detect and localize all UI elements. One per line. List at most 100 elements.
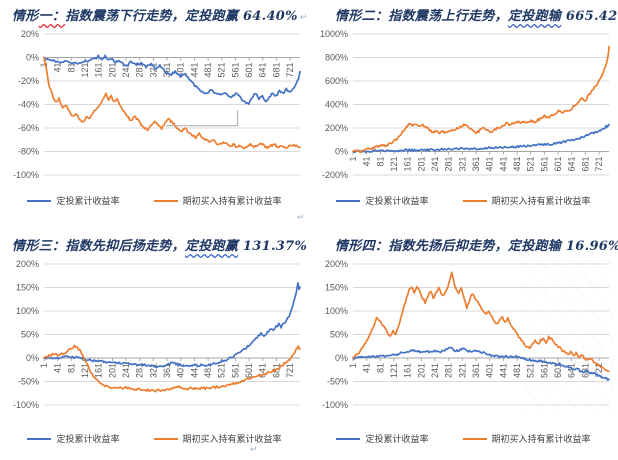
chart-panel-scenario-1: 情形一：指数震荡下行走势，定投跑赢 64.40% ↵ 20% 0% -20% -40% -… xyxy=(0,0,309,230)
title-segment: 665.42% xyxy=(565,9,618,24)
x-tick-label: 441 xyxy=(189,63,199,78)
x-tick-label: 121 xyxy=(389,363,399,378)
title-segment: 情形三：指数先抑后扬走势， xyxy=(12,239,185,254)
y-tick-label: 0% xyxy=(335,147,348,157)
x-tick-label: 641 xyxy=(567,363,577,378)
chart-panel-scenario-3: 情形三：指数先抑后扬走势，定投跑赢 131.37%↵ 200%150%100%5… xyxy=(0,230,309,460)
y-tick-label: -60% xyxy=(18,123,39,133)
x-tick-label: 161 xyxy=(94,63,104,78)
x-tick-label: 121 xyxy=(80,63,90,78)
y-tick-label: -50% xyxy=(18,377,39,387)
legend-item-buyhold: 期初买入持有累计收益率 xyxy=(153,194,282,207)
x-tick-label: 81 xyxy=(375,157,385,167)
legend-line-blue-icon xyxy=(336,437,361,440)
x-tick-label: 241 xyxy=(430,363,440,378)
x-tick-label: 521 xyxy=(217,63,227,78)
x-tick-label: 241 xyxy=(121,363,131,378)
x-tick-label: 281 xyxy=(135,363,145,378)
y-tick-label: 400% xyxy=(325,100,348,110)
chart-title: 情形三：指数先抑后扬走势，定投跑赢 131.37%↵ xyxy=(0,230,309,256)
x-tick-label: 721 xyxy=(285,63,295,78)
x-tick-label: 321 xyxy=(148,63,158,78)
legend-line-orange-icon xyxy=(153,199,178,202)
title-segment: 131.37% xyxy=(238,239,308,254)
legend-label-sip: 定投累计收益率 xyxy=(365,434,429,444)
x-tick-label: 481 xyxy=(512,363,522,378)
x-tick-label: 121 xyxy=(389,157,399,172)
y-tick-label: 200% xyxy=(325,123,348,133)
x-tick-label: 281 xyxy=(444,157,454,172)
y-tick-label: 150% xyxy=(325,283,348,293)
x-tick-label: 1 xyxy=(39,63,49,68)
chart-legend: 定投累计收益率 期初买入持有累计收益率 xyxy=(309,194,618,207)
x-tick-label: 1 xyxy=(39,363,49,368)
series-sip-line xyxy=(352,123,610,154)
series-sip-line xyxy=(43,282,301,369)
legend-item-sip: 定投累计收益率 xyxy=(336,432,429,445)
legend-item-sip: 定投累计收益率 xyxy=(336,194,429,207)
x-tick-label: 81 xyxy=(375,363,385,373)
legend-label-sip: 定投累计收益率 xyxy=(365,196,429,206)
y-tick-label: 100% xyxy=(325,306,348,316)
x-tick-label: 401 xyxy=(485,157,495,172)
y-tick-label: 50% xyxy=(330,330,348,340)
x-tick-label: 321 xyxy=(457,157,467,172)
chart-title: 情形一：指数震荡下行走势，定投跑赢 64.40% ↵ xyxy=(0,0,309,26)
chart-legend: 定投累计收益率 期初买入持有累计收益率 xyxy=(309,432,618,445)
chart-legend: 定投累计收益率 期初买入持有累计收益率 xyxy=(0,194,309,207)
x-tick-label: 441 xyxy=(498,363,508,378)
x-tick-label: 321 xyxy=(457,363,467,378)
x-tick-label: 281 xyxy=(444,363,454,378)
x-tick-label: 601 xyxy=(244,363,254,378)
y-tick-label: 100% xyxy=(16,306,39,316)
chart-panel-scenario-4: 情形四：指数先扬后抑走势，定投跑输 16.96%↵ 200% 150% 100% 50… xyxy=(309,230,618,460)
x-tick-label: 201 xyxy=(107,63,117,78)
legend-item-buyhold: 期初买入持有累计收益率 xyxy=(153,432,282,445)
legend-label-buyhold: 期初买入持有累计收益率 xyxy=(182,196,282,206)
y-tick-label: 0% xyxy=(26,53,39,63)
title-segment: 定投跑赢 xyxy=(184,239,239,254)
x-tick-label: 481 xyxy=(203,63,213,78)
y-tick-label: -100% xyxy=(13,170,39,180)
line-chart: 1000%800%600%400%200%0%-200%1 41 81 121 161 2… xyxy=(320,29,610,180)
y-tick-label: 200% xyxy=(325,259,348,269)
series-buyhold-line xyxy=(43,344,301,393)
x-tick-label: 361 xyxy=(162,63,172,78)
legend-label-buyhold: 期初买入持有累计收益率 xyxy=(491,196,591,206)
series-sip-line xyxy=(43,54,301,105)
annotation-bracket xyxy=(166,110,239,127)
paragraph-return-mark: ↵ xyxy=(250,444,258,454)
chart-title: 情形四：指数先扬后抑走势，定投跑输 16.96%↵ xyxy=(309,230,618,256)
x-tick-label: 41 xyxy=(53,63,63,73)
x-tick-label: 481 xyxy=(203,363,213,378)
y-tick-label: 800% xyxy=(325,53,348,63)
x-tick-label: 561 xyxy=(230,63,240,78)
x-tick-label: 721 xyxy=(285,363,295,378)
legend-item-sip: 定投累计收益率 xyxy=(27,194,120,207)
x-tick-label: 521 xyxy=(526,157,536,172)
legend-line-orange-icon xyxy=(462,437,487,440)
y-tick-label: 20% xyxy=(21,29,39,39)
legend-item-buyhold: 期初买入持有累计收益率 xyxy=(462,432,591,445)
x-tick-label: 721 xyxy=(594,157,604,172)
x-tick-label: 361 xyxy=(471,363,481,378)
series-sip-line xyxy=(352,346,610,381)
legend-line-orange-icon xyxy=(153,437,178,440)
x-tick-label: 161 xyxy=(403,363,413,378)
x-tick-label: 561 xyxy=(539,363,549,378)
legend-line-blue-icon xyxy=(27,437,52,440)
x-tick-label: 481 xyxy=(512,157,522,172)
legend-item-sip: 定投累计收益率 xyxy=(27,432,120,445)
legend-line-blue-icon xyxy=(336,199,361,202)
line-chart: 200% 150% 100% 50% 0% -50% -100% 1 41 81 121 161 201… xyxy=(13,259,301,410)
y-tick-label: 0% xyxy=(26,353,39,363)
legend-label-buyhold: 期初买入持有累计收益率 xyxy=(491,434,591,444)
series-buyhold-line xyxy=(352,45,610,153)
y-tick-label: -200% xyxy=(322,170,348,180)
x-tick-label: 1 xyxy=(348,363,358,368)
chart-legend: 定投累计收益率 期初买入持有累计收益率 xyxy=(0,432,309,445)
x-tick-label: 41 xyxy=(362,157,372,167)
legend-label-sip: 定投累计收益率 xyxy=(56,196,120,206)
title-segment: 指数震荡下行走势，定投跑赢 64.40% xyxy=(65,9,298,24)
